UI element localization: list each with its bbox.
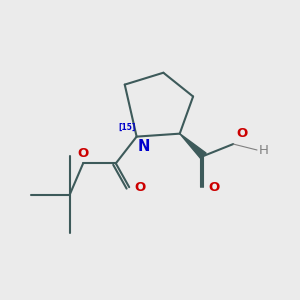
Polygon shape — [180, 134, 206, 159]
Text: [15]: [15] — [118, 123, 136, 132]
Text: O: O — [209, 181, 220, 194]
Text: O: O — [236, 128, 248, 140]
Text: N: N — [137, 139, 150, 154]
Text: H: H — [259, 143, 269, 157]
Text: O: O — [77, 146, 89, 160]
Text: O: O — [134, 181, 146, 194]
